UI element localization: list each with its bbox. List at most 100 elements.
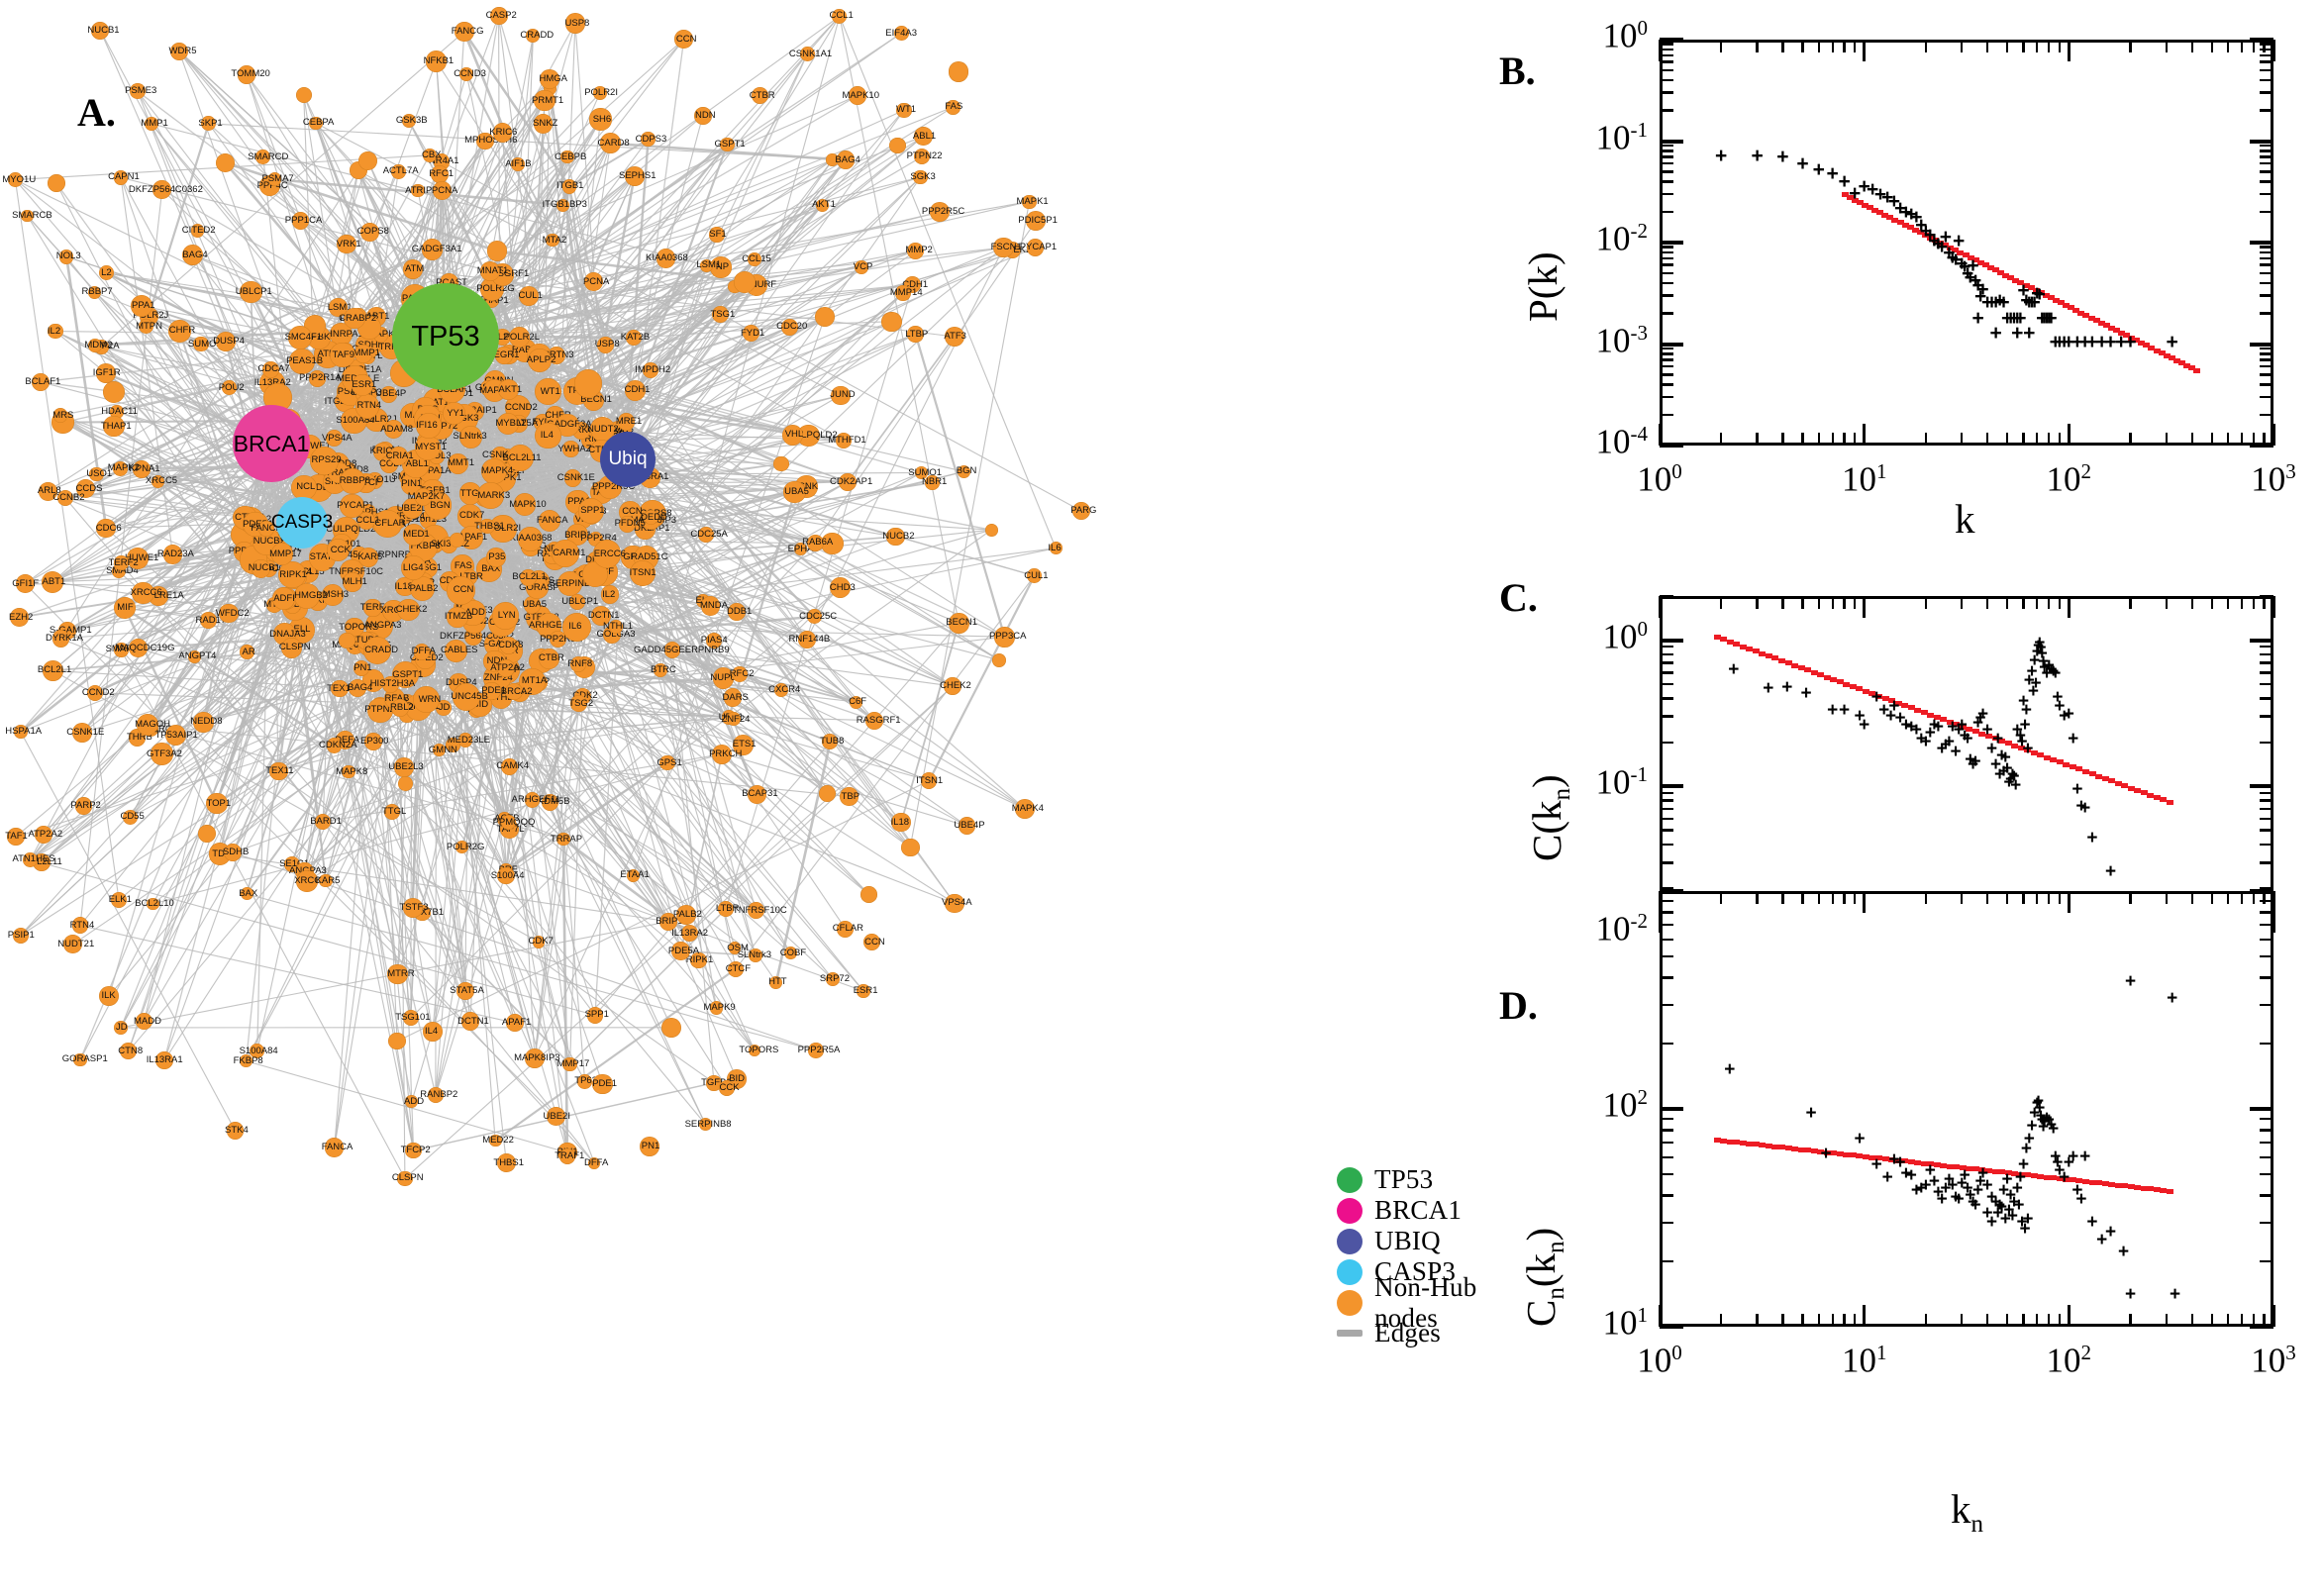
gene-node-label: CCL15 — [295, 565, 325, 577]
gene-node[interactable] — [486, 241, 508, 261]
gene-node-label: PPP2R5A — [540, 633, 582, 645]
gene-node[interactable] — [518, 285, 540, 307]
gene-node[interactable] — [524, 596, 542, 614]
gene-node[interactable] — [458, 526, 483, 549]
gene-node[interactable] — [563, 469, 582, 487]
gene-node-label: BCLAF1 — [25, 375, 61, 387]
gene-node-label: DUSP4 — [213, 336, 245, 348]
x-axis-tick — [2252, 596, 2256, 609]
gene-node-label: PDE1 — [592, 1078, 618, 1090]
gene-node[interactable] — [48, 174, 65, 193]
gene-node[interactable] — [881, 311, 902, 333]
gene-node[interactable] — [518, 527, 543, 551]
x-axis-tick — [1831, 433, 1834, 446]
y-axis-tick — [2260, 1117, 2273, 1121]
gene-node-label: PALB2 — [409, 582, 439, 594]
gene-node[interactable] — [568, 594, 585, 611]
gene-node[interactable] — [496, 659, 515, 678]
gene-node[interactable] — [328, 298, 348, 317]
data-point: + — [1970, 751, 1981, 773]
gene-node[interactable] — [413, 643, 431, 660]
gene-node[interactable] — [198, 824, 217, 844]
hub-node-casp3[interactable]: CASP3 — [271, 497, 333, 549]
gene-node[interactable] — [216, 152, 236, 173]
gene-node[interactable] — [734, 271, 756, 293]
gene-node[interactable] — [860, 885, 877, 903]
y-axis-tick — [2250, 241, 2273, 245]
hub-node-ubiq[interactable]: Ubiq — [600, 432, 656, 487]
gene-node[interactable] — [458, 482, 482, 505]
gene-node[interactable] — [349, 678, 367, 697]
gene-node[interactable] — [398, 775, 414, 791]
gene-node[interactable] — [354, 393, 380, 419]
gene-node[interactable] — [772, 455, 789, 472]
gene-node[interactable] — [549, 630, 566, 648]
x-axis-tick — [1985, 891, 1989, 904]
x-axis-tick — [1854, 596, 1857, 609]
x-axis-tick — [1985, 433, 1989, 446]
gene-node-label: C6F — [849, 696, 867, 708]
x-axis-tick — [2210, 1314, 2213, 1327]
gene-node[interactable] — [519, 568, 537, 586]
gene-node[interactable] — [507, 445, 535, 472]
gene-node[interactable] — [818, 784, 837, 803]
gene-node[interactable] — [948, 61, 969, 82]
legend-node-swatch — [1337, 1228, 1363, 1254]
data-point: + — [1953, 229, 1966, 252]
gene-node[interactable] — [457, 504, 482, 529]
gene-node-label: CCL1 — [355, 515, 380, 526]
gene-node-label: PPP2R1A — [299, 372, 342, 384]
gene-node[interactable] — [889, 137, 906, 154]
gene-node[interactable] — [388, 1033, 406, 1050]
y-axis-tick — [1660, 38, 1683, 42]
data-point: + — [2166, 331, 2178, 354]
gene-node[interactable] — [363, 598, 382, 618]
gene-node[interactable] — [358, 150, 378, 170]
y-axis-tick — [1660, 192, 1673, 196]
gene-node[interactable] — [339, 632, 355, 649]
y-axis-tick — [1660, 1194, 1673, 1197]
gene-node[interactable] — [397, 598, 420, 622]
gene-node[interactable] — [102, 381, 126, 404]
x-axis-tick — [2058, 1314, 2062, 1327]
gene-node[interactable] — [513, 493, 536, 516]
gene-node-label: RFC1 — [429, 167, 454, 179]
gene-node[interactable] — [573, 369, 603, 398]
gene-node[interactable] — [331, 679, 349, 698]
hub-node-brca1[interactable]: BRCA1 — [233, 405, 310, 482]
gene-node[interactable] — [661, 1017, 682, 1038]
gene-node[interactable] — [361, 669, 385, 693]
gene-node[interactable] — [901, 838, 920, 857]
gene-node[interactable] — [357, 547, 378, 567]
y-axis-tick — [1660, 661, 1673, 664]
gene-node-label: TERF2 — [359, 602, 390, 614]
x-axis-tick — [2210, 40, 2213, 52]
hub-node-tp53[interactable]: TP53 — [392, 283, 499, 390]
gene-node[interactable] — [373, 509, 402, 538]
gene-node[interactable] — [330, 323, 353, 346]
gene-node[interactable] — [992, 652, 1007, 667]
y-axis-tick — [1660, 312, 1673, 315]
gene-node[interactable] — [436, 700, 452, 716]
gene-node[interactable] — [556, 413, 579, 438]
gene-node-label: PARG — [1070, 504, 1097, 516]
y-axis-tick — [2260, 899, 2273, 903]
x-axis-tick — [2227, 596, 2230, 609]
gene-node[interactable] — [590, 605, 612, 627]
gene-node[interactable] — [984, 523, 998, 537]
gene-node-label: CSNK1E — [66, 727, 105, 739]
gene-node[interactable] — [624, 379, 646, 401]
gene-node[interactable] — [814, 307, 835, 328]
gene-node[interactable] — [295, 86, 312, 103]
gene-node-label: PALB2 — [672, 909, 702, 921]
y-axis-tick — [2260, 263, 2273, 266]
gene-node[interactable] — [538, 510, 560, 533]
gene-node-label: UBE2L3 — [388, 761, 424, 773]
y-axis-tick — [1660, 1155, 1673, 1159]
gene-node[interactable] — [363, 636, 392, 664]
gene-node[interactable] — [596, 336, 614, 354]
gene-node[interactable] — [353, 659, 370, 677]
x-axis-tick — [1720, 596, 1723, 609]
gene-node[interactable] — [379, 385, 397, 403]
legend-item-label: UBIQ — [1374, 1226, 1441, 1255]
